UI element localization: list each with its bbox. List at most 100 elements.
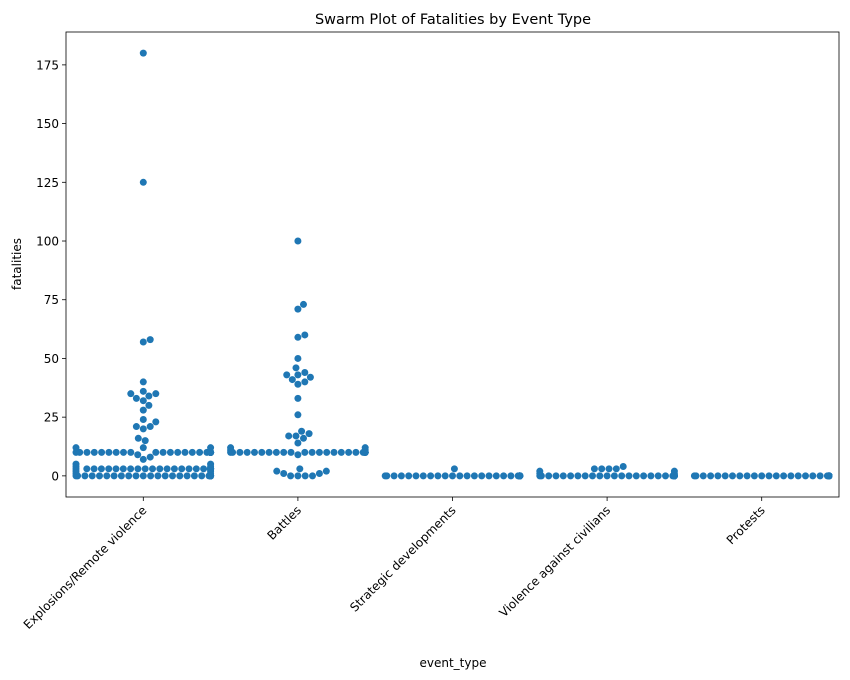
data-point bbox=[581, 472, 589, 480]
data-point bbox=[166, 448, 174, 456]
data-point bbox=[174, 448, 182, 456]
data-point bbox=[265, 448, 273, 456]
data-point bbox=[536, 467, 544, 475]
data-point bbox=[294, 411, 302, 419]
data-point bbox=[110, 472, 118, 480]
data-point bbox=[139, 387, 147, 395]
data-point bbox=[625, 472, 633, 480]
data-point bbox=[207, 460, 215, 468]
data-point bbox=[98, 448, 106, 456]
data-point bbox=[690, 472, 698, 480]
data-point bbox=[308, 448, 316, 456]
data-point bbox=[605, 465, 613, 473]
data-point bbox=[647, 472, 655, 480]
data-point bbox=[381, 472, 389, 480]
y-tick-label: 100 bbox=[36, 235, 59, 249]
data-point bbox=[280, 448, 288, 456]
data-point bbox=[294, 371, 302, 379]
data-point bbox=[294, 472, 302, 480]
data-point bbox=[283, 371, 291, 379]
data-point bbox=[301, 448, 309, 456]
data-point bbox=[152, 390, 160, 398]
data-point bbox=[516, 472, 524, 480]
data-point bbox=[146, 423, 154, 431]
data-point bbox=[299, 434, 307, 442]
data-point bbox=[567, 472, 575, 480]
data-point bbox=[207, 444, 215, 452]
data-point bbox=[139, 472, 147, 480]
data-point bbox=[288, 376, 296, 384]
data-point bbox=[139, 416, 147, 423]
data-point bbox=[794, 472, 802, 480]
y-tick-label: 175 bbox=[36, 58, 59, 72]
data-point bbox=[294, 354, 302, 362]
data-point bbox=[545, 472, 553, 480]
data-point bbox=[139, 178, 147, 186]
data-point bbox=[139, 338, 147, 346]
data-point bbox=[272, 448, 280, 456]
data-point bbox=[397, 472, 405, 480]
data-point bbox=[90, 448, 98, 456]
data-point bbox=[147, 472, 155, 480]
data-point bbox=[287, 448, 295, 456]
data-point bbox=[145, 401, 153, 409]
data-point bbox=[729, 472, 736, 480]
data-point bbox=[758, 472, 766, 480]
data-point bbox=[170, 465, 178, 473]
data-point bbox=[590, 465, 598, 473]
data-point bbox=[780, 472, 788, 480]
data-point bbox=[292, 364, 300, 372]
data-point bbox=[139, 444, 147, 452]
data-point bbox=[294, 380, 302, 388]
data-point bbox=[280, 470, 288, 478]
plot-frame bbox=[65, 31, 840, 498]
x-tick-label: Strategic developments bbox=[347, 503, 458, 614]
data-point bbox=[152, 448, 160, 456]
data-point bbox=[323, 448, 331, 456]
data-point bbox=[750, 472, 758, 480]
data-point bbox=[273, 467, 281, 475]
data-point bbox=[90, 465, 98, 473]
y-tick-label: 25 bbox=[44, 411, 59, 425]
data-point bbox=[127, 448, 135, 456]
data-point bbox=[192, 465, 200, 473]
data-point bbox=[96, 472, 103, 480]
data-point bbox=[434, 472, 442, 480]
data-point bbox=[236, 448, 244, 456]
data-point bbox=[552, 472, 560, 480]
data-point bbox=[816, 472, 824, 480]
data-point bbox=[322, 467, 330, 475]
data-point bbox=[298, 427, 306, 435]
data-point bbox=[309, 472, 316, 480]
data-point bbox=[450, 465, 458, 473]
data-point bbox=[337, 448, 345, 456]
data-point bbox=[112, 448, 120, 456]
data-point bbox=[802, 472, 809, 480]
data-point bbox=[559, 472, 567, 480]
data-point bbox=[159, 448, 167, 456]
data-point bbox=[139, 49, 147, 57]
data-point bbox=[139, 397, 147, 405]
data-point bbox=[574, 472, 582, 480]
data-point bbox=[305, 430, 313, 438]
data-point bbox=[296, 465, 304, 473]
data-point bbox=[463, 472, 471, 480]
data-point bbox=[294, 305, 302, 313]
data-point bbox=[315, 470, 323, 478]
data-point bbox=[352, 448, 360, 456]
y-tick-label: 125 bbox=[36, 176, 59, 190]
data-point bbox=[154, 472, 162, 480]
data-point bbox=[301, 369, 309, 377]
data-point bbox=[419, 472, 427, 480]
data-point bbox=[670, 467, 678, 475]
data-point bbox=[301, 472, 309, 480]
data-point bbox=[117, 472, 125, 480]
data-point bbox=[198, 472, 206, 480]
y-tick-label: 150 bbox=[36, 117, 59, 131]
data-point bbox=[699, 472, 707, 480]
data-point bbox=[292, 432, 300, 440]
data-point bbox=[743, 472, 751, 480]
data-point bbox=[139, 455, 147, 463]
data-point bbox=[285, 432, 293, 440]
